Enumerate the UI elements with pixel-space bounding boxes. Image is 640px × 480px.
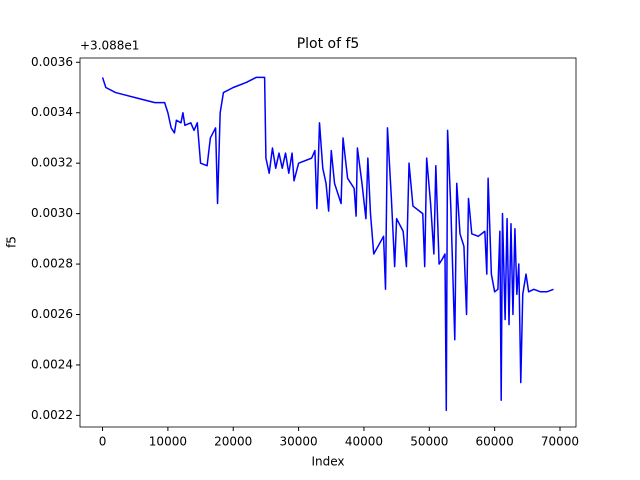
chart-title: Plot of f5	[297, 36, 360, 52]
offset-text: +3.088e1	[80, 39, 139, 53]
plot-frame	[79, 57, 577, 428]
x-tick-label: 10000	[149, 435, 187, 449]
x-tick-label: 20000	[214, 435, 252, 449]
x-tick-label: 40000	[345, 435, 383, 449]
y-tick-label: 0.0032	[31, 156, 73, 170]
y-tick-label: 0.0028	[31, 257, 73, 271]
y-tick-label: 0.0024	[31, 357, 73, 371]
y-axis-label: f5	[5, 236, 19, 248]
x-tick-label: 30000	[279, 435, 317, 449]
y-tick-label: 0.0034	[31, 105, 73, 119]
y-tick-label: 0.0022	[31, 408, 73, 422]
x-tick-label: 50000	[410, 435, 448, 449]
y-tick-label: 0.0030	[31, 206, 73, 220]
y-tick-label: 0.0026	[31, 307, 73, 321]
y-tick-label: 0.0036	[31, 55, 73, 69]
data-line	[101, 76, 554, 412]
x-tick-label: 70000	[541, 435, 579, 449]
x-axis-label: Index	[311, 455, 344, 469]
x-tick-label: 60000	[476, 435, 514, 449]
x-tick-label: 0	[99, 435, 107, 449]
